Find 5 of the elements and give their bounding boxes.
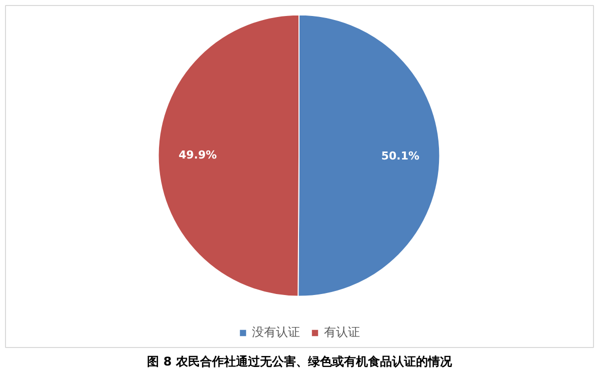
legend-label: 没有认证 bbox=[252, 324, 300, 341]
data-label: 49.9% bbox=[178, 148, 217, 162]
legend-label: 有认证 bbox=[324, 324, 360, 341]
caption: 图 8 农民合作社通过无公害、绿色或有机食品认证的情况 bbox=[147, 354, 453, 368]
data-label: 50.1% bbox=[381, 149, 420, 162]
